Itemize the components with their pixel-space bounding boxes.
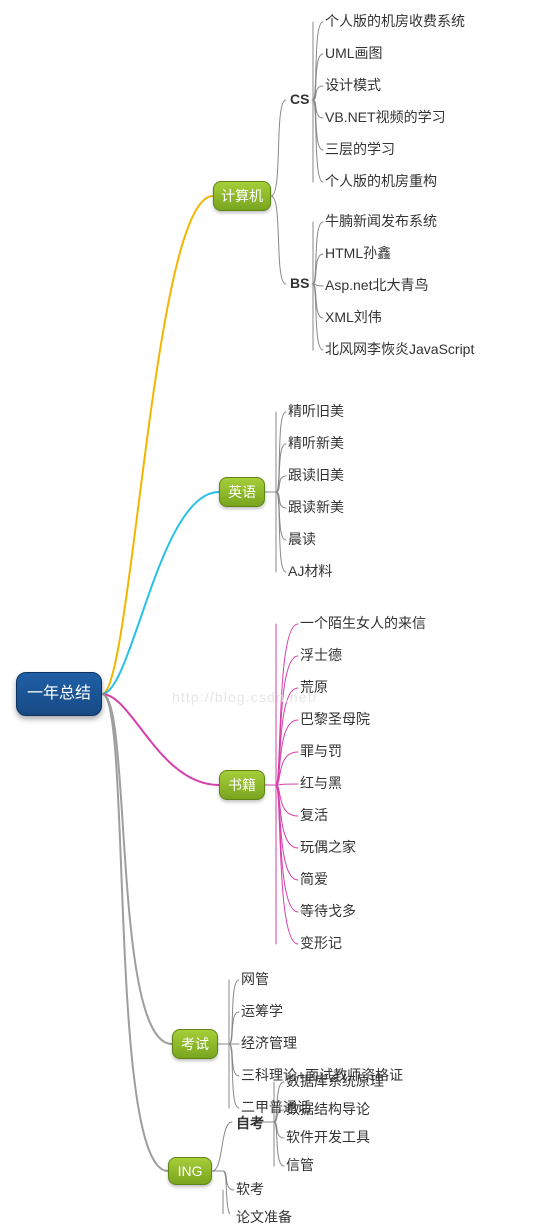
mindmap-canvas: http://blog.csdn.net/一年总结 计算机 CS 个人版的机房收费系统… bbox=[0, 0, 540, 1214]
branch-exam: 考试 bbox=[172, 1029, 218, 1059]
leaf: 复活 bbox=[300, 808, 328, 822]
watermark: http://blog.csdn.net/ bbox=[172, 689, 318, 705]
leaf: 等待戈多 bbox=[300, 904, 356, 918]
branch-english: 英语 bbox=[219, 477, 265, 507]
leaf: 软件开发工具 bbox=[286, 1130, 370, 1144]
leaf: 浮士德 bbox=[300, 648, 342, 662]
leaf: 论文准备 bbox=[236, 1210, 292, 1224]
root-node: 一年总结 bbox=[16, 672, 102, 716]
leaf: UML画图 bbox=[325, 46, 383, 60]
leaf: 精听旧美 bbox=[288, 404, 344, 418]
leaf: 数据库系统原理 bbox=[286, 1074, 384, 1088]
leaf: 精听新美 bbox=[288, 436, 344, 450]
leaf: 一个陌生女人的来信 bbox=[300, 616, 426, 630]
leaf: 简爱 bbox=[300, 872, 328, 886]
leaf: Asp.net北大青鸟 bbox=[325, 278, 428, 292]
leaf: 变形记 bbox=[300, 936, 342, 950]
leaf: 北风网李恢炎JavaScript bbox=[325, 342, 474, 356]
leaf: 经济管理 bbox=[241, 1036, 297, 1050]
leaf: 个人版的机房重构 bbox=[325, 174, 437, 188]
subgroup-label: BS bbox=[290, 275, 309, 291]
leaf: XML刘伟 bbox=[325, 310, 382, 324]
leaf: 罪与罚 bbox=[300, 744, 342, 758]
leaf: 软考 bbox=[236, 1182, 264, 1196]
leaf: 网管 bbox=[241, 972, 269, 986]
leaf: 三层的学习 bbox=[325, 142, 395, 156]
leaf: 红与黑 bbox=[300, 776, 342, 790]
leaf: AJ材料 bbox=[288, 564, 332, 578]
leaf: 玩偶之家 bbox=[300, 840, 356, 854]
leaf: 跟读新美 bbox=[288, 500, 344, 514]
subgroup-label: 自考 bbox=[236, 1113, 264, 1133]
leaf: 荒原 bbox=[300, 680, 328, 694]
leaf: 跟读旧美 bbox=[288, 468, 344, 482]
branch-computer: 计算机 bbox=[213, 181, 271, 211]
leaf: 信管 bbox=[286, 1158, 314, 1172]
leaf: 牛腩新闻发布系统 bbox=[325, 214, 437, 228]
leaf: 设计模式 bbox=[325, 78, 381, 92]
leaf: 个人版的机房收费系统 bbox=[325, 14, 465, 28]
branch-books: 书籍 bbox=[219, 770, 265, 800]
branch-ing: ING bbox=[168, 1157, 212, 1185]
leaf: VB.NET视频的学习 bbox=[325, 110, 446, 124]
subgroup-label: CS bbox=[290, 91, 309, 107]
leaf: 晨读 bbox=[288, 532, 316, 546]
leaf: 巴黎圣母院 bbox=[300, 712, 370, 726]
leaf: 运筹学 bbox=[241, 1004, 283, 1018]
leaf: HTML孙鑫 bbox=[325, 246, 391, 260]
connector-layer bbox=[0, 0, 540, 1214]
leaf: 数据结构导论 bbox=[286, 1102, 370, 1116]
